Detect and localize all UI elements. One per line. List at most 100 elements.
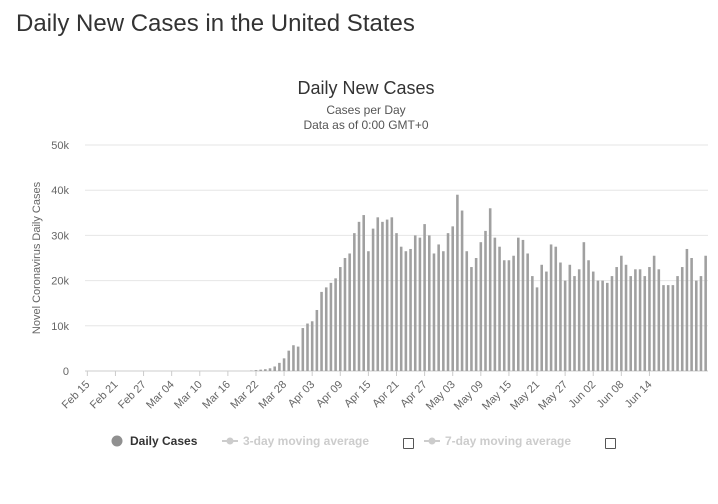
bar[interactable]: [404, 251, 408, 371]
bar[interactable]: [413, 235, 417, 371]
bar[interactable]: [446, 233, 450, 371]
checkbox-3-day-moving-average[interactable]: [403, 438, 414, 449]
bar[interactable]: [465, 251, 469, 371]
bar[interactable]: [390, 217, 394, 371]
bar[interactable]: [451, 226, 454, 371]
bar[interactable]: [282, 358, 286, 371]
bar[interactable]: [610, 276, 614, 371]
bar[interactable]: [479, 242, 483, 371]
bar[interactable]: [315, 309, 319, 371]
legend-item[interactable]: 7-day moving average: [424, 434, 571, 448]
bar[interactable]: [376, 217, 380, 371]
bar[interactable]: [620, 255, 623, 371]
bar[interactable]: [648, 267, 651, 371]
bar[interactable]: [601, 280, 604, 371]
bar[interactable]: [568, 264, 572, 371]
bar[interactable]: [502, 260, 506, 371]
bar[interactable]: [517, 237, 520, 371]
bar[interactable]: [432, 253, 436, 371]
bar[interactable]: [638, 269, 642, 371]
bar[interactable]: [699, 276, 703, 371]
legend-item[interactable]: Daily Cases: [111, 434, 198, 448]
bar[interactable]: [526, 253, 529, 371]
bar[interactable]: [606, 282, 609, 371]
bar[interactable]: [296, 346, 300, 371]
bar[interactable]: [596, 280, 600, 371]
bar[interactable]: [634, 269, 637, 371]
bar[interactable]: [540, 264, 543, 371]
bar[interactable]: [254, 370, 258, 371]
bar[interactable]: [690, 258, 693, 371]
bar[interactable]: [629, 276, 632, 371]
bar[interactable]: [268, 368, 272, 371]
bar[interactable]: [456, 194, 459, 371]
bar[interactable]: [573, 276, 576, 371]
bar[interactable]: [676, 276, 679, 371]
bar[interactable]: [704, 255, 707, 371]
bar[interactable]: [343, 258, 347, 371]
bar[interactable]: [428, 235, 431, 371]
bar[interactable]: [484, 230, 487, 371]
bar[interactable]: [278, 362, 281, 371]
bar[interactable]: [470, 267, 473, 371]
bar[interactable]: [334, 278, 337, 371]
bar[interactable]: [535, 287, 539, 371]
bar[interactable]: [507, 260, 511, 371]
bar[interactable]: [474, 258, 478, 371]
bar[interactable]: [587, 260, 590, 371]
bar[interactable]: [409, 248, 412, 371]
bar[interactable]: [306, 323, 309, 371]
bar[interactable]: [264, 369, 267, 371]
bar[interactable]: [685, 248, 689, 371]
bar[interactable]: [301, 328, 305, 371]
bar[interactable]: [577, 269, 581, 371]
bar[interactable]: [385, 219, 389, 371]
bar[interactable]: [310, 321, 314, 371]
bar[interactable]: [512, 255, 515, 371]
bar[interactable]: [399, 246, 403, 371]
bar[interactable]: [488, 208, 492, 371]
bar[interactable]: [259, 369, 262, 371]
bar[interactable]: [695, 280, 698, 371]
bar[interactable]: [362, 215, 365, 371]
bar[interactable]: [615, 267, 618, 371]
bar[interactable]: [339, 267, 342, 371]
bar[interactable]: [367, 251, 370, 371]
bar[interactable]: [652, 255, 656, 371]
bar[interactable]: [292, 345, 295, 371]
bar[interactable]: [662, 285, 665, 371]
bar[interactable]: [320, 291, 323, 371]
bar[interactable]: [582, 242, 586, 371]
bar[interactable]: [353, 233, 356, 371]
bar[interactable]: [498, 246, 501, 371]
bar[interactable]: [381, 221, 384, 371]
checkbox-7-day-moving-average[interactable]: [605, 438, 616, 449]
bar[interactable]: [563, 280, 567, 371]
bar[interactable]: [395, 233, 398, 371]
bar[interactable]: [273, 366, 276, 371]
bar[interactable]: [418, 237, 422, 371]
legend-item[interactable]: 3-day moving average: [222, 434, 369, 448]
bar[interactable]: [324, 287, 328, 371]
bar[interactable]: [657, 269, 661, 371]
bar[interactable]: [521, 239, 525, 371]
bar[interactable]: [624, 264, 628, 371]
bar[interactable]: [666, 285, 670, 371]
bar[interactable]: [423, 224, 426, 371]
bar[interactable]: [357, 221, 361, 371]
bar[interactable]: [348, 253, 351, 371]
bar[interactable]: [671, 285, 675, 371]
bar[interactable]: [437, 244, 440, 371]
bar[interactable]: [287, 350, 291, 371]
bar[interactable]: [680, 267, 684, 371]
bar[interactable]: [531, 276, 534, 371]
bar[interactable]: [559, 262, 562, 371]
bar[interactable]: [643, 276, 647, 371]
bar[interactable]: [545, 271, 548, 371]
bar[interactable]: [549, 244, 553, 371]
bar[interactable]: [329, 282, 333, 371]
bar[interactable]: [493, 237, 497, 371]
bar[interactable]: [591, 271, 595, 371]
bar[interactable]: [460, 210, 464, 371]
bar[interactable]: [442, 251, 445, 371]
